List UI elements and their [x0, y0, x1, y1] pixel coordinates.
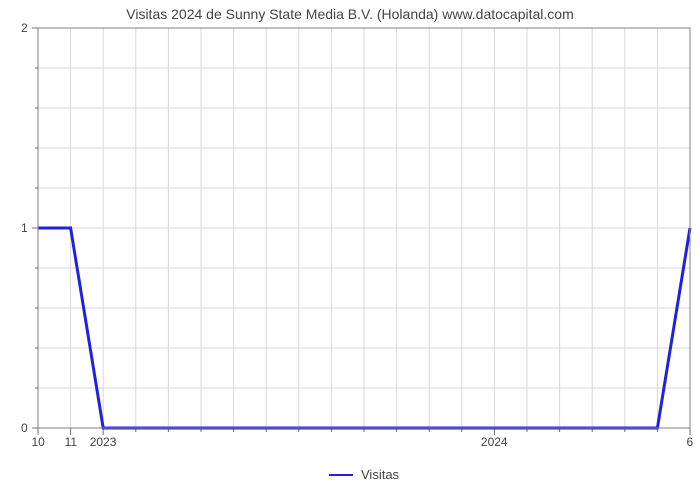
chart-container: Visitas 2024 de Sunny State Media B.V. (…	[0, 0, 700, 500]
chart-svg	[0, 0, 700, 500]
